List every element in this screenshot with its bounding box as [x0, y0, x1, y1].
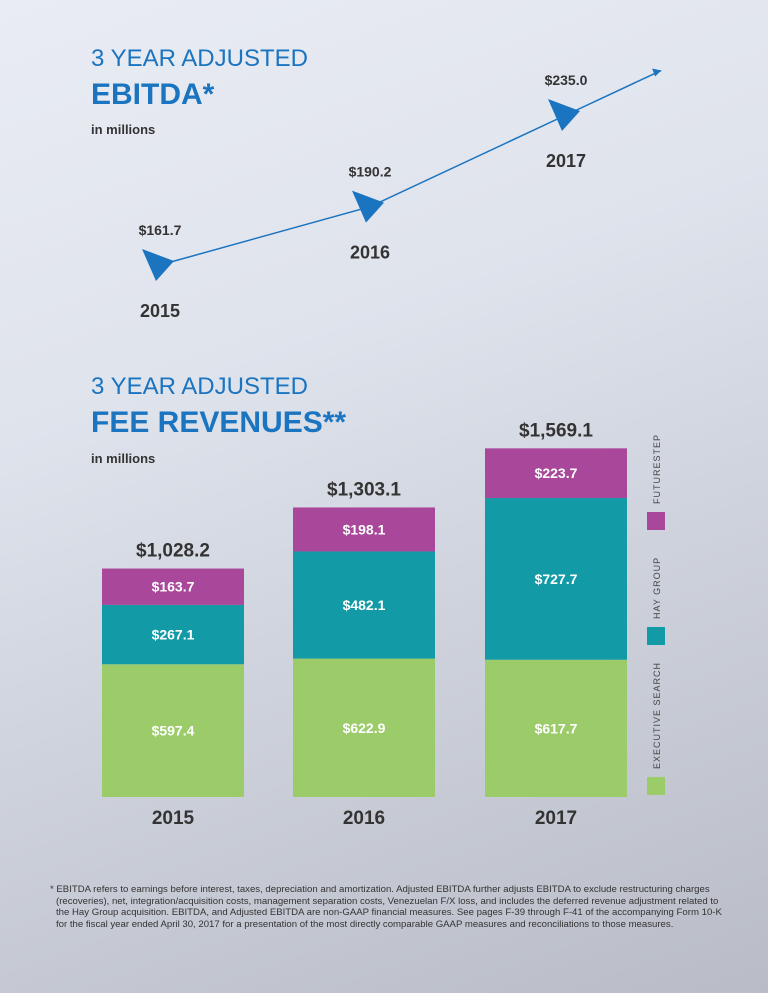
x-tick-label: 2015 — [140, 301, 180, 321]
x-tick-label: 2016 — [350, 243, 390, 263]
value-label: $597.4 — [152, 723, 195, 739]
value-label: $190.2 — [349, 164, 392, 180]
x-tick-label: 2017 — [546, 151, 586, 171]
bar-segment — [293, 658, 435, 797]
arrow-head — [652, 68, 662, 77]
chart-subtitle: FEE REVENUES** — [91, 406, 346, 439]
chart-title: 3 YEAR ADJUSTED — [91, 373, 308, 400]
total-label: $1,028.2 — [136, 541, 210, 562]
x-tick-label: 2017 — [535, 808, 577, 829]
value-label: $617.7 — [535, 720, 578, 736]
legend-swatch — [647, 627, 665, 645]
bar-segment — [485, 659, 627, 797]
bar-segment — [293, 507, 435, 552]
x-tick-label: 2015 — [152, 808, 195, 829]
chart-title: 3 YEAR ADJUSTED — [91, 45, 308, 72]
bar-segment — [485, 498, 627, 660]
value-label: $235.0 — [545, 72, 588, 88]
bar-segment — [102, 568, 244, 605]
legend-label: EXECUTIVE SEARCH — [652, 662, 662, 769]
legend-swatch — [647, 512, 665, 530]
marker — [142, 249, 174, 281]
value-label: $482.1 — [343, 597, 386, 613]
legend-label: FUTURESTEP — [652, 434, 662, 504]
marker — [548, 99, 580, 131]
value-label: $161.7 — [139, 222, 182, 238]
bar-segment — [293, 551, 435, 659]
legend-label: HAY GROUP — [652, 557, 662, 619]
value-label: $267.1 — [152, 627, 195, 643]
value-label: $223.7 — [535, 465, 578, 481]
marker — [352, 190, 384, 223]
value-label: $727.7 — [535, 571, 578, 587]
legend-swatch — [647, 777, 665, 795]
bar-segment — [485, 448, 627, 499]
unit-note: in millions — [91, 122, 155, 137]
total-label: $1,569.1 — [519, 420, 593, 441]
bar-segment — [102, 604, 244, 665]
total-label: $1,303.1 — [327, 479, 401, 500]
arrow-extension — [565, 69, 662, 116]
footnote: * EBITDA refers to earnings before inter… — [50, 884, 722, 930]
unit-note: in millions — [91, 451, 155, 466]
value-label: $622.9 — [343, 720, 386, 736]
value-label: $163.7 — [152, 579, 195, 595]
bar-segment — [102, 664, 244, 797]
value-label: $198.1 — [343, 521, 386, 537]
x-tick-label: 2016 — [343, 808, 385, 829]
chart-subtitle: EBITDA* — [91, 78, 215, 111]
